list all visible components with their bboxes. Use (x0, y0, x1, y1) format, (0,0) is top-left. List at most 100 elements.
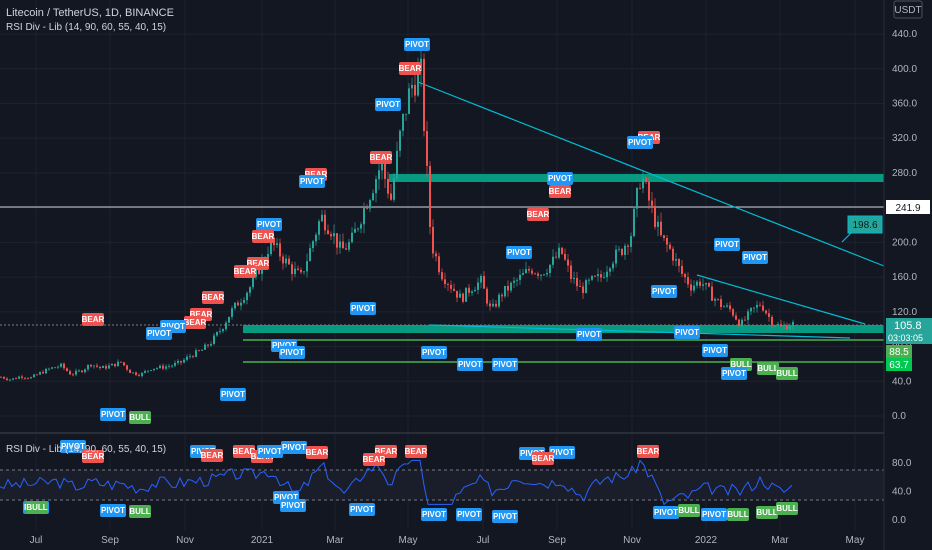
pivot-marker-box (257, 445, 283, 458)
candle-body (336, 233, 338, 248)
pivot-marker-box (714, 238, 740, 251)
support-label-2-box (886, 358, 912, 371)
candle-body (120, 361, 122, 363)
candle-body (240, 302, 242, 306)
pivot-marker-label: PIVOT (743, 253, 767, 262)
pivot-marker: PIVOT (492, 510, 518, 523)
y-tick-label: 120.0 (892, 307, 917, 318)
candle-body (333, 233, 335, 237)
candle-body (759, 304, 761, 306)
candle-body (234, 302, 236, 309)
candle-body (354, 228, 356, 233)
candle-body (432, 226, 434, 254)
candle-body (300, 269, 302, 273)
pivot-marker-label: PIVOT (101, 410, 125, 419)
candle-body (645, 178, 647, 182)
candle-body (519, 274, 521, 280)
price-axis[interactable] (884, 0, 932, 550)
candle-body (147, 370, 149, 372)
pivot-marker-label: PIVOT (715, 240, 739, 249)
candle-body (330, 233, 332, 237)
bear-marker-label: BEAR (405, 447, 428, 456)
candle-body (378, 170, 380, 180)
candle-body (690, 284, 692, 291)
pivot-marker: PIVOT (256, 218, 282, 231)
bear-marker-box (252, 230, 274, 243)
bull-marker: BULL (776, 367, 798, 380)
candle-body (501, 294, 503, 297)
candle-body (522, 273, 524, 275)
candle-body (36, 374, 38, 376)
bull-marker-box (129, 411, 151, 424)
candle-body (783, 325, 785, 327)
y-tick-label: 160.0 (892, 272, 917, 283)
candle-body (597, 274, 599, 277)
bear-marker: BEAR (637, 445, 660, 458)
rsi-line (0, 459, 793, 506)
candle-body (159, 365, 161, 369)
bear-marker: BEAR (527, 208, 550, 221)
candle-body (360, 224, 362, 229)
pivot-marker-label: PIVOT (493, 360, 517, 369)
trendline-lower (696, 274, 866, 325)
candle-body (231, 308, 233, 317)
pivot-marker-box (674, 326, 700, 339)
bear-marker-box (532, 452, 554, 465)
rsi-tick-label: 80.0 (892, 458, 912, 469)
pivot-marker-box (742, 251, 768, 264)
bear-marker-label: BEAR (82, 315, 105, 324)
bull-marker-box (727, 508, 749, 521)
candle-body (369, 200, 371, 209)
rsi-tick-label: 0.0 (892, 515, 906, 526)
bear-marker-label: BEAR (399, 64, 422, 73)
currency-box[interactable] (893, 0, 923, 19)
candle-body (564, 253, 566, 260)
bull-marker-box (776, 367, 798, 380)
candle-body (534, 273, 536, 275)
pivot-marker-box (349, 503, 375, 516)
bear-marker: BEAR (532, 452, 555, 465)
candle-body (12, 378, 14, 380)
bear-marker-label: BEAR (549, 187, 572, 196)
projection-label: 198.6 (852, 220, 877, 231)
bull-marker: BULL (26, 501, 48, 514)
candle-body (579, 286, 581, 287)
candle-body (459, 293, 461, 298)
candle-body (384, 163, 386, 179)
candle-body (729, 305, 731, 310)
bear-marker-box (370, 151, 392, 164)
y-tick-label: 40.0 (892, 376, 912, 387)
candle-body (123, 362, 125, 366)
pivot-marker: PIVOT (627, 136, 653, 149)
pivot-marker-label: PIVOT (493, 512, 517, 521)
support-label-1-box (886, 345, 912, 358)
y-tick-label: 320.0 (892, 133, 917, 144)
candle-body (54, 367, 56, 369)
pivot-marker: PIVOT (349, 503, 375, 516)
pivot-marker-box (281, 441, 307, 454)
candle-body (315, 234, 317, 242)
candle-body (762, 305, 764, 311)
pivot-marker-label: PIVOT (280, 348, 304, 357)
candle-body (387, 178, 389, 194)
pivot-marker-label: PIVOT (147, 329, 171, 338)
candle-body (279, 243, 281, 257)
pivot-marker-label: PIVOT (257, 220, 281, 229)
pivot-marker-box (701, 508, 727, 521)
bear-marker-label: BEAR (202, 293, 225, 302)
candle-body (69, 371, 71, 375)
rsi-panel-title: RSI Div - Lib (14, 90, 60, 55, 40, 15) (6, 444, 166, 455)
bear-marker-label: BEAR (375, 447, 398, 456)
projection-box[interactable] (847, 215, 883, 234)
candle-body (552, 256, 554, 265)
bear-marker-box (234, 265, 256, 278)
candle-body (612, 263, 614, 269)
x-tick-label: Sep (548, 535, 566, 546)
candle-body (576, 277, 578, 287)
pivot-marker-label: PIVOT (550, 448, 574, 457)
candle-body (570, 265, 572, 279)
candle-body (285, 258, 287, 264)
candle-body (282, 256, 284, 264)
